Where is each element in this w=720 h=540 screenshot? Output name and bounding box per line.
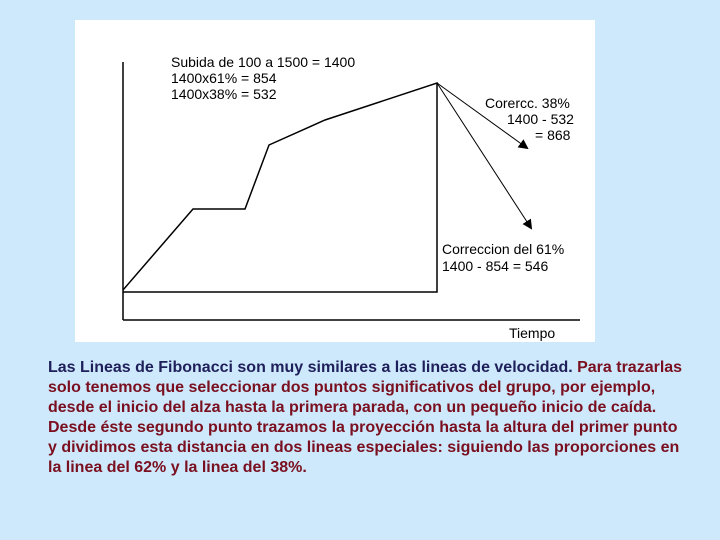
rise-annotation-line-1: Subida de 100 a 1500 = 1400 xyxy=(171,54,355,70)
correction-38-line-3: = 868 xyxy=(535,127,571,143)
caption-text: Las Lineas de Fibonacci son muy similare… xyxy=(48,358,688,478)
correction-61-line-2: 1400 - 854 = 546 xyxy=(442,258,548,274)
fibonacci-line-61 xyxy=(436,82,533,230)
fibonacci-diagram: Subida de 100 a 1500 = 1400 1400x61% = 8… xyxy=(75,20,595,342)
rise-annotation-line-3: 1400x38% = 532 xyxy=(171,86,277,102)
correction-61-line-1: Correccion del 61% xyxy=(442,241,564,257)
caption-part-1: Las Lineas de Fibonacci son muy similare… xyxy=(48,359,573,376)
x-axis-label: Tiempo xyxy=(509,325,555,341)
price-line xyxy=(122,81,438,293)
fibonacci-line-38 xyxy=(436,82,529,150)
diagram-canvas: Subida de 100 a 1500 = 1400 1400x61% = 8… xyxy=(122,54,580,341)
correction-38-line-1: Corercc. 38% xyxy=(485,95,570,111)
caption-part-2: Para trazarlas solo tenemos que seleccio… xyxy=(48,359,683,476)
correction-38-line-2: 1400 - 532 xyxy=(507,111,574,127)
rise-annotation-line-2: 1400x61% = 854 xyxy=(171,70,277,86)
